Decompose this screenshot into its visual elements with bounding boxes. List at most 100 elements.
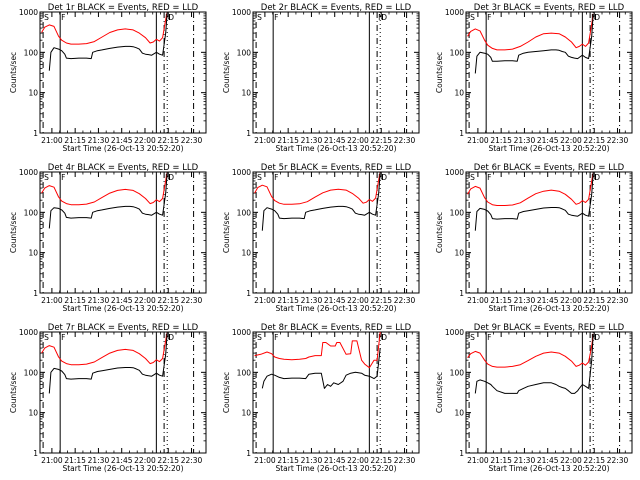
y-tick-label: 1000 [19, 8, 38, 17]
marker-label: N [591, 333, 597, 342]
y-axis-label: Counts/sec [9, 212, 18, 253]
marker-label: N [165, 173, 171, 182]
x-tick-label: 21:45 [324, 296, 346, 305]
x-tick-label: 22:15 [370, 456, 392, 465]
x-tick-label: 22:30 [394, 296, 416, 305]
x-tick-label: 22:30 [607, 456, 629, 465]
x-tick-label: 22:30 [181, 136, 203, 145]
series-line-events [474, 13, 594, 74]
x-axis-label: Start Time (26-Oct-13 20:52:20) [488, 464, 609, 473]
marker-label: D [594, 333, 600, 342]
x-tick-label: 21:15 [277, 456, 299, 465]
marker-label: D [168, 13, 174, 22]
y-tick-label: 100 [237, 208, 252, 217]
marker-label: N [591, 173, 597, 182]
series-line-events [48, 171, 168, 229]
y-tick-label: 100 [24, 368, 39, 377]
x-tick-label: 21:45 [111, 136, 133, 145]
y-axis-label: Counts/sec [435, 372, 444, 413]
x-tick-label: 22:00 [347, 296, 369, 305]
marker-label: S [44, 13, 49, 22]
x-tick-label: 21:15 [490, 296, 512, 305]
y-axis-label: Counts/sec [435, 212, 444, 253]
panel-title: Det 7r BLACK = Events, RED = LLD [48, 323, 199, 333]
y-tick-label: 10 [454, 249, 464, 258]
marker-label: D [381, 13, 387, 22]
x-tick-label: 22:30 [181, 456, 203, 465]
plot-area-frame [465, 331, 633, 454]
marker-label: D [594, 13, 600, 22]
y-tick-label: 10 [28, 89, 38, 98]
marker-label: D [594, 173, 600, 182]
detector-panel-8: Det 8r BLACK = Events, RED = LLD 1 10 100 10… [222, 323, 420, 473]
x-tick-label: 21:30 [514, 136, 536, 145]
x-tick-label: 21:00 [254, 456, 276, 465]
y-tick-label: 1000 [232, 8, 251, 17]
x-axis-label: Start Time (26-Oct-13 20:52:20) [62, 304, 183, 313]
x-tick-label: 22:30 [607, 296, 629, 305]
marker-label: F [487, 333, 491, 342]
x-tick-label: 21:30 [301, 296, 323, 305]
y-tick-label: 100 [237, 48, 252, 57]
x-tick-label: 22:15 [157, 456, 179, 465]
y-tick-label: 1000 [19, 168, 38, 177]
marker-label: F [61, 333, 65, 342]
y-tick-label: 10 [241, 249, 251, 258]
plot-area-frame [465, 171, 633, 294]
x-axis-label: Start Time (26-Oct-13 20:52:20) [275, 464, 396, 473]
y-tick-label: 10 [454, 89, 464, 98]
series-line-lld [467, 333, 594, 368]
y-tick-label: 1 [459, 289, 464, 298]
x-tick-label: 21:00 [41, 296, 63, 305]
marker-label: F [274, 333, 278, 342]
marker-label: F [61, 173, 65, 182]
x-tick-label: 21:15 [490, 136, 512, 145]
marker-label: S [44, 333, 49, 342]
marker-label: S [470, 13, 475, 22]
x-tick-label: 21:45 [537, 136, 559, 145]
marker-label: S [470, 173, 475, 182]
x-tick-label: 21:00 [41, 456, 63, 465]
y-tick-label: 10 [241, 409, 251, 418]
x-tick-label: 21:30 [514, 456, 536, 465]
y-tick-label: 10 [28, 409, 38, 418]
plot-area-frame [252, 331, 420, 454]
y-tick-label: 1 [459, 129, 464, 138]
series-line-events [261, 348, 381, 389]
panel-title: Det 2r BLACK = Events, RED = LLD [261, 3, 412, 13]
x-tick-label: 21:30 [88, 136, 110, 145]
detector-panel-1: Det 1r BLACK = Events, RED = LLD 1 10 100 10… [9, 3, 207, 153]
marker-label: F [274, 13, 278, 22]
series-line-events [48, 331, 168, 394]
x-tick-label: 21:45 [111, 296, 133, 305]
x-tick-label: 21:45 [537, 456, 559, 465]
series-line-lld [41, 171, 168, 206]
marker-label: N [165, 13, 171, 22]
x-tick-label: 22:00 [347, 456, 369, 465]
x-tick-label: 21:45 [537, 296, 559, 305]
detector-panel-4: Det 4r BLACK = Events, RED = LLD 1 10 100 10… [9, 163, 207, 313]
detector-panel-5: Det 5r BLACK = Events, RED = LLD 1 10 100 10… [222, 163, 420, 313]
x-tick-label: 21:00 [467, 456, 489, 465]
marker-label: S [257, 173, 262, 182]
y-tick-label: 100 [24, 48, 39, 57]
y-tick-label: 1 [246, 449, 251, 458]
detector-panel-9: Det 9r BLACK = Events, RED = LLD 1 10 100 10… [435, 323, 633, 473]
x-tick-label: 21:45 [111, 456, 133, 465]
y-tick-label: 10 [454, 409, 464, 418]
x-tick-label: 21:00 [467, 136, 489, 145]
y-tick-label: 100 [24, 208, 39, 217]
y-axis-label: Counts/sec [222, 212, 231, 253]
y-tick-label: 1000 [445, 8, 464, 17]
panel-title: Det 8r BLACK = Events, RED = LLD [261, 323, 412, 333]
marker-label: S [44, 173, 49, 182]
marker-label: S [470, 333, 475, 342]
panel-title: Det 5r BLACK = Events, RED = LLD [261, 163, 412, 173]
y-tick-label: 1000 [19, 328, 38, 337]
x-axis-label: Start Time (26-Oct-13 20:52:20) [62, 464, 183, 473]
marker-label: N [378, 13, 384, 22]
plot-area-frame [39, 171, 207, 294]
y-tick-label: 100 [237, 368, 252, 377]
